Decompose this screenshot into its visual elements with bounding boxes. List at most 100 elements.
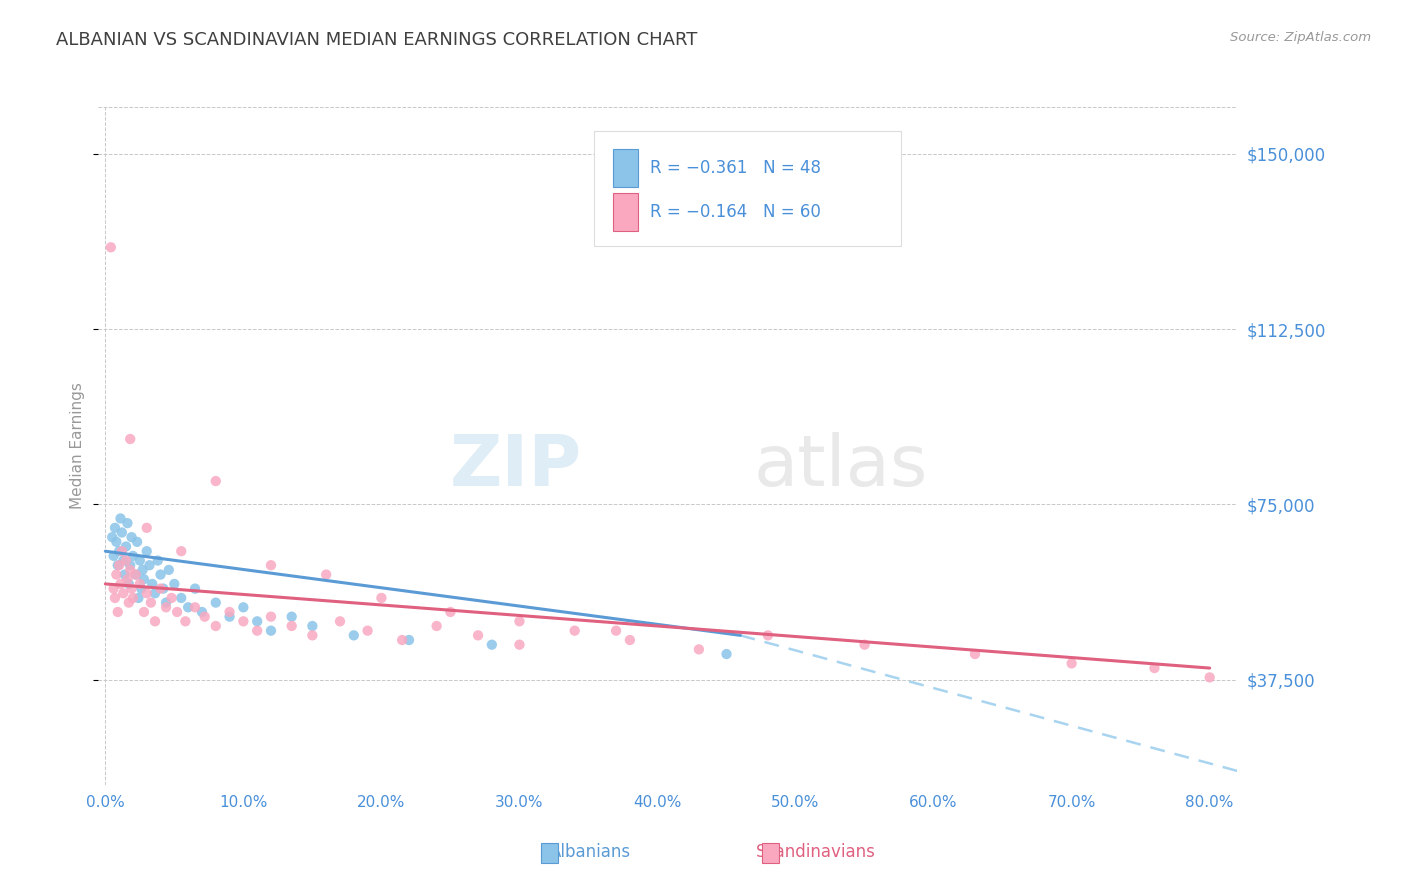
Point xyxy=(143,615,166,629)
Point xyxy=(118,596,141,610)
Point xyxy=(121,582,143,596)
Point xyxy=(143,586,166,600)
Point xyxy=(107,605,129,619)
Point xyxy=(125,567,148,582)
Point xyxy=(398,633,420,648)
Point xyxy=(853,638,876,652)
Point xyxy=(146,553,169,567)
Point xyxy=(218,609,240,624)
Point xyxy=(103,582,125,596)
Point xyxy=(170,544,193,558)
Point xyxy=(111,525,134,540)
Point xyxy=(129,582,152,596)
Text: R = −0.361   N = 48: R = −0.361 N = 48 xyxy=(650,159,821,177)
Point xyxy=(132,605,155,619)
Point xyxy=(315,567,337,582)
Point xyxy=(301,628,323,642)
Point xyxy=(170,591,193,605)
Point xyxy=(155,596,177,610)
Point xyxy=(963,647,986,661)
Point xyxy=(508,615,530,629)
Point xyxy=(107,558,129,573)
Point xyxy=(157,563,180,577)
Point xyxy=(204,619,226,633)
Text: R = −0.164   N = 60: R = −0.164 N = 60 xyxy=(650,203,821,221)
Point xyxy=(166,605,188,619)
Point xyxy=(120,563,142,577)
Point xyxy=(141,577,163,591)
Point xyxy=(246,624,269,638)
FancyBboxPatch shape xyxy=(613,149,638,186)
Point xyxy=(135,586,157,600)
Point xyxy=(127,591,149,605)
Point xyxy=(370,591,392,605)
Y-axis label: Median Earnings: Median Earnings xyxy=(70,383,86,509)
Point xyxy=(155,600,177,615)
Point xyxy=(246,615,269,629)
Point xyxy=(115,540,138,554)
Point xyxy=(439,605,461,619)
FancyBboxPatch shape xyxy=(593,131,901,246)
Point xyxy=(184,600,207,615)
Point xyxy=(232,615,254,629)
Point xyxy=(260,624,283,638)
Point xyxy=(118,577,141,591)
Point xyxy=(163,577,186,591)
Point xyxy=(120,432,142,446)
Point xyxy=(138,558,160,573)
Point xyxy=(194,609,217,624)
Point xyxy=(100,240,122,254)
Point xyxy=(111,544,134,558)
Point xyxy=(103,549,125,563)
Point xyxy=(131,563,153,577)
Point xyxy=(218,605,240,619)
Point xyxy=(508,638,530,652)
Text: atlas: atlas xyxy=(754,432,928,500)
Point xyxy=(280,609,302,624)
Point xyxy=(343,628,366,642)
Point xyxy=(104,591,127,605)
Point xyxy=(688,642,710,657)
Point xyxy=(135,544,157,558)
Point xyxy=(117,572,139,586)
Point xyxy=(481,638,503,652)
Point xyxy=(467,628,489,642)
Point xyxy=(122,549,145,563)
Point xyxy=(105,567,128,582)
Point xyxy=(120,558,142,573)
Point xyxy=(101,530,124,544)
Point xyxy=(184,582,207,596)
Point xyxy=(122,591,145,605)
Point xyxy=(1060,657,1083,671)
Point xyxy=(356,624,378,638)
Point xyxy=(110,577,132,591)
Point xyxy=(756,628,779,642)
Point xyxy=(135,521,157,535)
Point xyxy=(108,544,131,558)
Point xyxy=(152,582,174,596)
Text: ZIP: ZIP xyxy=(450,432,582,500)
Point xyxy=(104,521,127,535)
Point xyxy=(114,567,136,582)
Point xyxy=(132,572,155,586)
Point xyxy=(426,619,449,633)
Text: ALBANIAN VS SCANDINAVIAN MEDIAN EARNINGS CORRELATION CHART: ALBANIAN VS SCANDINAVIAN MEDIAN EARNINGS… xyxy=(56,31,697,49)
Point xyxy=(716,647,738,661)
Text: Scandinavians: Scandinavians xyxy=(755,843,876,861)
Point xyxy=(260,558,283,573)
Point xyxy=(149,567,172,582)
Text: Source: ZipAtlas.com: Source: ZipAtlas.com xyxy=(1230,31,1371,45)
Point xyxy=(110,511,132,525)
Point xyxy=(117,516,139,530)
Point xyxy=(112,553,135,567)
Point xyxy=(191,605,214,619)
Point xyxy=(391,633,413,648)
Point xyxy=(280,619,302,633)
Point xyxy=(260,609,283,624)
Point xyxy=(105,534,128,549)
Point xyxy=(564,624,586,638)
Point xyxy=(160,591,183,605)
FancyBboxPatch shape xyxy=(613,194,638,231)
Point xyxy=(605,624,627,638)
Point xyxy=(125,567,148,582)
